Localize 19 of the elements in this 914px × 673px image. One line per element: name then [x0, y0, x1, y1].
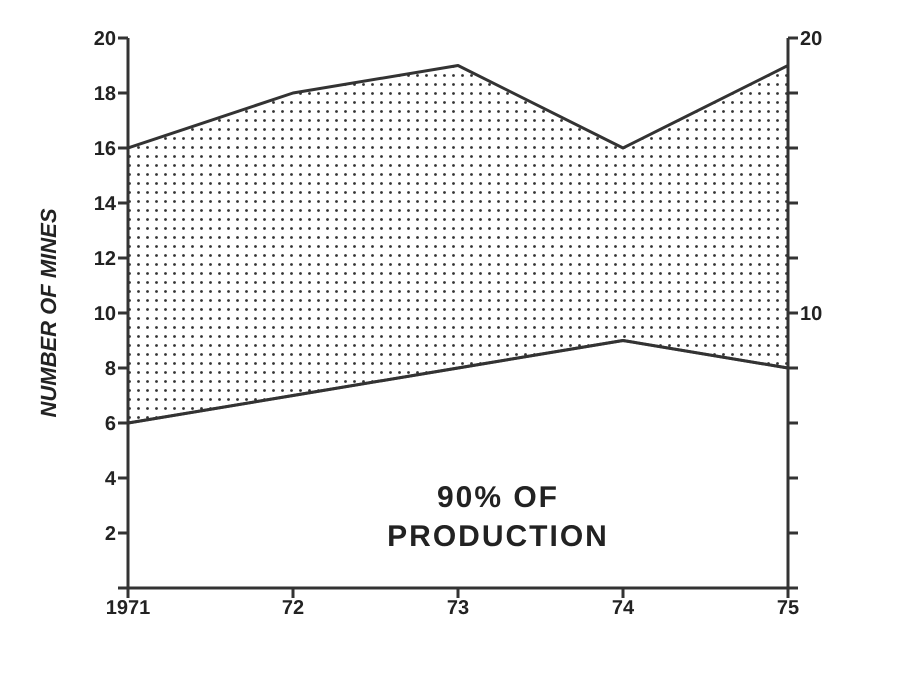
annotation: 90% OF PRODUCTION [386, 480, 610, 555]
x-tick-label: 72 [282, 597, 304, 620]
x-tick-label: 75 [776, 597, 800, 620]
y2-tick-label: 20 [800, 28, 822, 50]
y-tick-label: 16 [94, 138, 116, 160]
y2-tick-label: 10 [800, 303, 822, 326]
y-tick-label: 4 [104, 468, 117, 490]
y-tick-label: 12 [94, 248, 116, 270]
y-tick-label: 8 [104, 358, 116, 380]
y-axis-title: NUMBER OF MINES [36, 208, 61, 418]
x-tick-label: 1971 [106, 597, 150, 620]
y-tick-label: 6 [104, 413, 116, 436]
y-tick-label: 10 [94, 303, 116, 326]
y-tick-label: 20 [94, 28, 116, 50]
y-tick-label: 2 [104, 523, 116, 546]
x-tick-label: 73 [446, 597, 470, 620]
y-tick-label: 14 [94, 193, 117, 216]
y-tick-label: 18 [94, 83, 116, 106]
x-tick-label: 74 [612, 597, 635, 620]
